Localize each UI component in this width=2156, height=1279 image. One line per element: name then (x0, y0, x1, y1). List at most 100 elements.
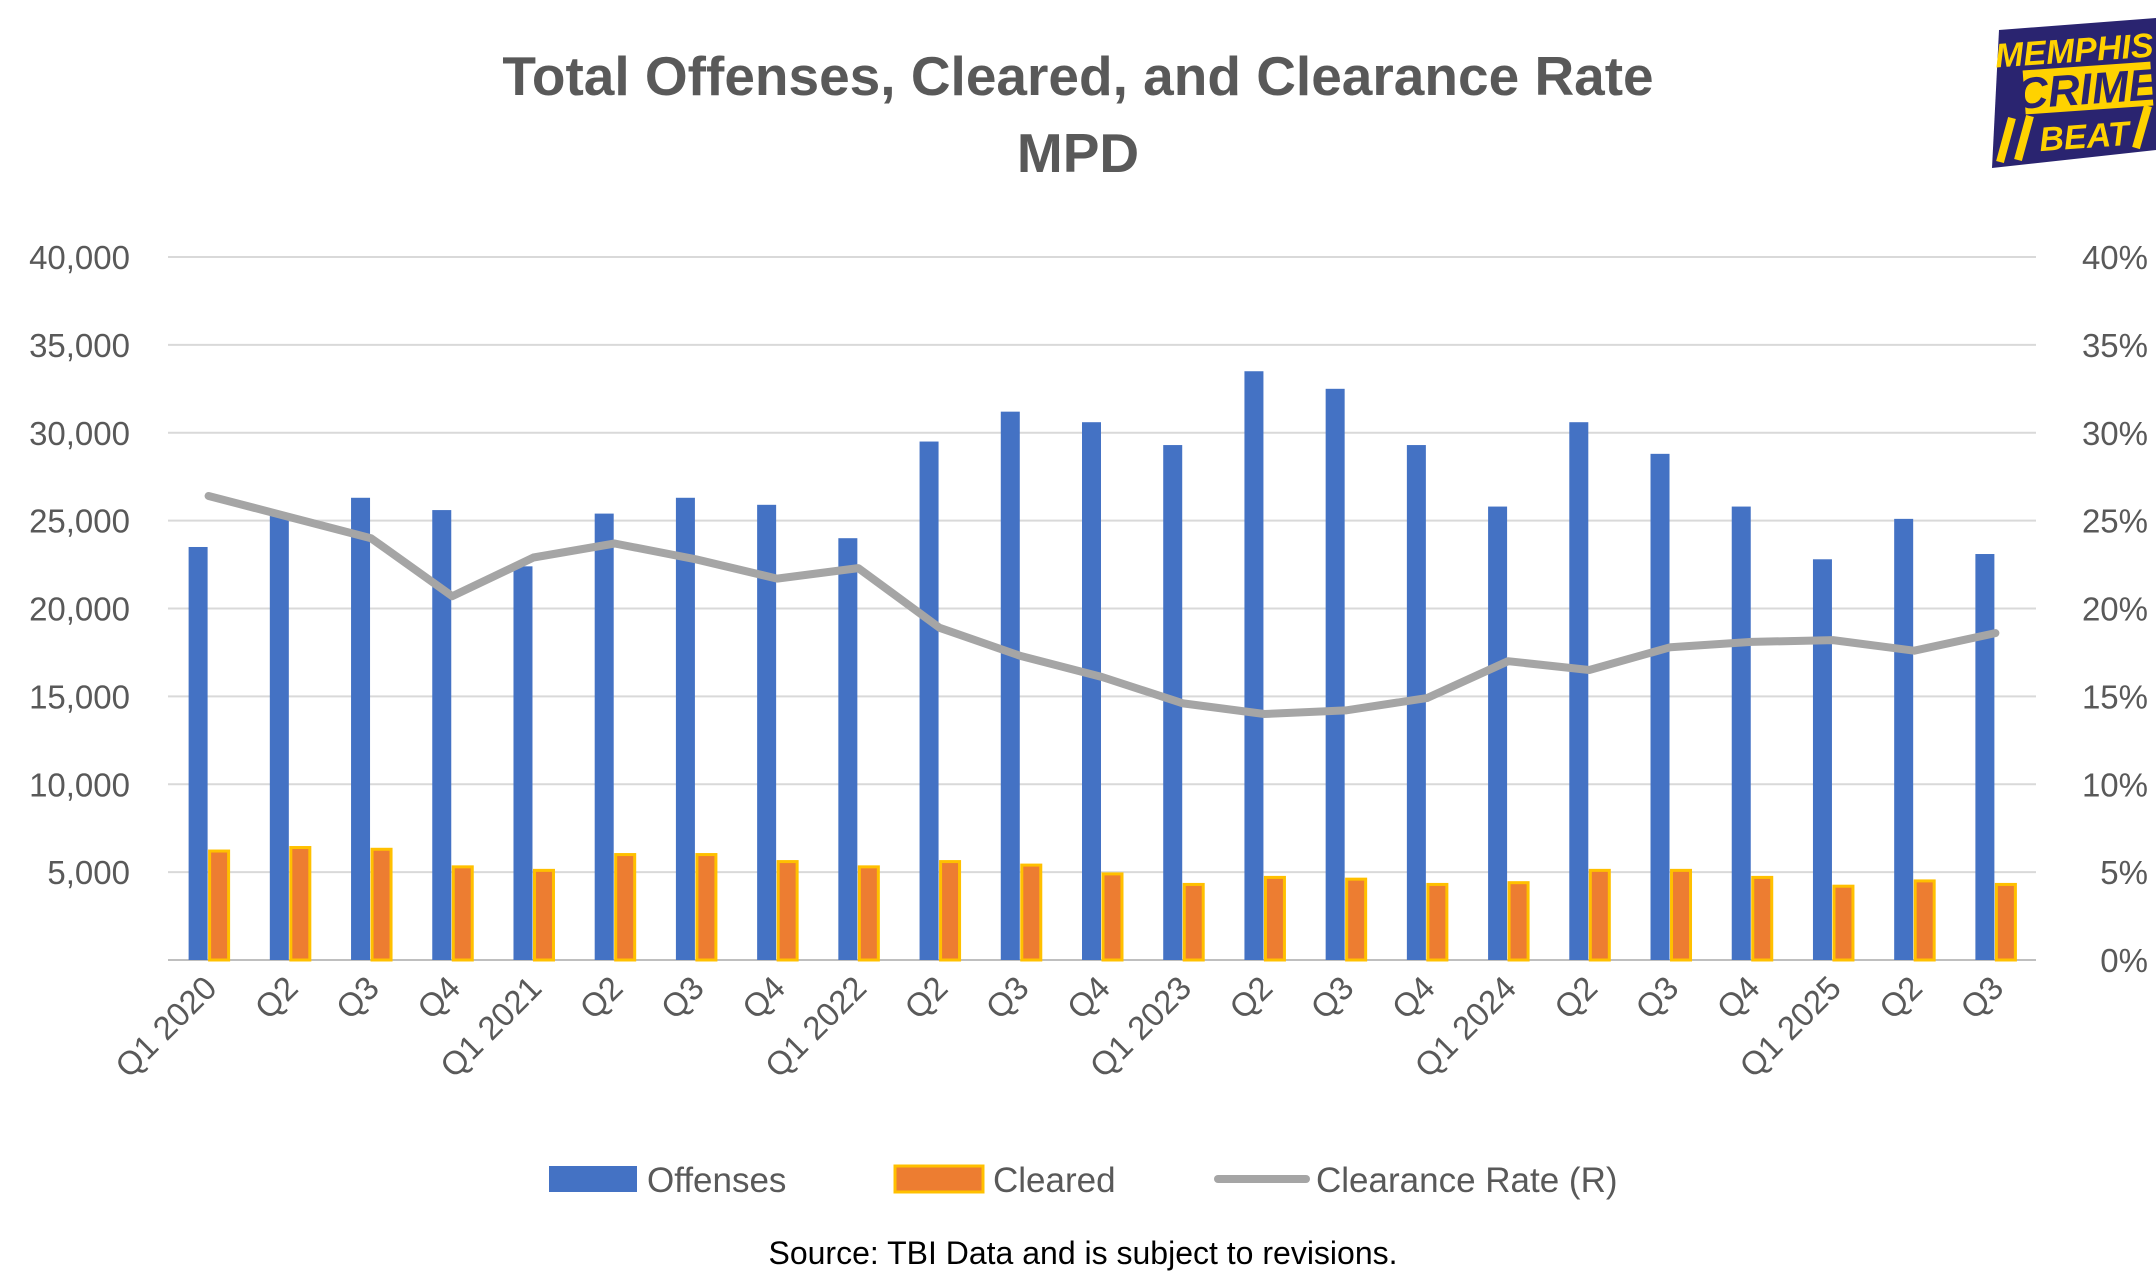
x-tick-label: Q2 (572, 969, 629, 1026)
y-tick-label-right: 35% (2082, 327, 2148, 364)
cleared-bar (614, 853, 637, 962)
x-tick-label: Q2 (1547, 969, 1604, 1026)
cleared-bar (857, 865, 880, 962)
y-tick-label-left: 40,000 (29, 239, 130, 276)
logo-stripe (2014, 114, 2034, 162)
x-tick-label: Q1 2020 (108, 969, 224, 1085)
cleared-bar (1426, 882, 1449, 962)
memphis-crime-beat-logo: MEMPHIS CRIME BEAT (1992, 18, 2156, 168)
legend-label-offenses: Offenses (647, 1161, 786, 1200)
y-tick-label-left: 25,000 (29, 503, 130, 540)
x-tick-label: Q4 (1385, 969, 1442, 1026)
x-tick-label: Q3 (1303, 969, 1360, 1026)
offenses-bar (351, 497, 371, 960)
offenses-bar (1894, 518, 1914, 960)
x-tick-label: Q4 (1709, 969, 1766, 1026)
x-tick-label: Q4 (735, 969, 792, 1026)
y-tick-label-left: 20,000 (29, 591, 130, 628)
x-tick-label: Q2 (1872, 969, 1929, 1026)
offenses-bar (1812, 559, 1832, 960)
y-tick-label-left: 15,000 (29, 678, 130, 715)
x-tick-label: Q2 (897, 969, 954, 1026)
y-tick-label-left: 10,000 (29, 766, 130, 803)
offenses-bar (513, 566, 533, 960)
legend-swatch-offenses (549, 1166, 637, 1192)
x-tick-label: Q3 (1628, 969, 1685, 1026)
cleared-bar (1263, 875, 1286, 962)
cleared-bar (1913, 879, 1936, 962)
logo-stripe (1996, 116, 2016, 164)
offenses-bar (757, 504, 777, 960)
cleared-bar (289, 846, 312, 962)
offenses-bar (1650, 453, 1670, 960)
offenses-bar (1975, 554, 1995, 960)
cleared-bar (1994, 882, 2017, 962)
cleared-bar (1588, 868, 1611, 962)
cleared-bar (451, 865, 474, 962)
cleared-bar (1507, 881, 1530, 962)
logo-stripe (2132, 104, 2152, 150)
y-tick-label-left: 30,000 (29, 415, 130, 452)
cleared-bar (776, 860, 799, 962)
y-tick-label-right: 30% (2082, 415, 2148, 452)
legend-label-cleared: Cleared (993, 1161, 1116, 1200)
legend-swatch-cleared (893, 1164, 985, 1194)
y-tick-label-right: 20% (2082, 591, 2148, 628)
y-tick-label-left: 35,000 (29, 327, 130, 364)
cleared-bar (1751, 875, 1774, 962)
x-tick-label: Q4 (1060, 969, 1117, 1026)
offenses-bar (1082, 422, 1101, 961)
legend: Offenses Cleared Clearance Rate (R) (549, 1161, 1618, 1200)
x-tick-label: Q2 (1222, 969, 1279, 1026)
legend-label-clearance-rate: Clearance Rate (R) (1316, 1161, 1618, 1200)
offenses-bar (594, 513, 614, 960)
x-tick-label: Q3 (1953, 969, 2010, 1026)
offenses-bar (675, 497, 695, 960)
offenses-bar (919, 441, 939, 961)
offenses-bar (432, 510, 452, 960)
chart-subtitle: MPD (1017, 122, 1139, 184)
chart-title: Total Offenses, Cleared, and Clearance R… (502, 45, 1653, 107)
cleared-bar (208, 849, 231, 962)
y-tick-label-right: 40% (2082, 239, 2148, 276)
logo-crime-box (2022, 61, 2154, 115)
y-tick-label-right: 25% (2082, 503, 2148, 540)
cleared-bar (532, 868, 555, 962)
y-tick-label-right: 5% (2100, 854, 2148, 891)
source-note: Source: TBI Data and is subject to revis… (768, 1235, 1397, 1271)
x-tick-label: Q4 (410, 969, 467, 1026)
gridlines (168, 256, 2036, 961)
cleared-bar (1101, 872, 1124, 962)
y-tick-label-right: 10% (2082, 766, 2148, 803)
y-tick-label-right: 15% (2082, 678, 2148, 715)
x-tick-label: Q3 (329, 969, 386, 1026)
offenses-bar (188, 546, 208, 960)
offenses-bar (1325, 388, 1345, 960)
clearance-rate-series-line (204, 492, 2000, 718)
offenses-bar (1569, 422, 1589, 961)
cleared-bar (1670, 868, 1693, 962)
logo-text-beat: BEAT (2038, 115, 2134, 159)
offenses-bar (1731, 506, 1751, 960)
offenses-bar (269, 513, 289, 960)
cleared-bar (695, 853, 718, 962)
logo-text-crime: CRIME (2015, 60, 2156, 119)
cleared-bar (1345, 877, 1368, 962)
offenses-bar (838, 538, 858, 960)
x-tick-label: Q3 (978, 969, 1035, 1026)
x-tick-label: Q3 (654, 969, 711, 1026)
y-tick-label-left: 5,000 (47, 854, 130, 891)
offenses-bar (1000, 411, 1020, 960)
cleared-bar (370, 847, 393, 962)
offenses-bar (1244, 371, 1264, 960)
offenses-bar (1488, 506, 1508, 960)
y-tick-label-right: 0% (2100, 942, 2148, 979)
y-axis-left: 40,000 35,000 30,000 25,000 20,000 15,000 10,0… (29, 239, 130, 891)
cleared-bar (1182, 882, 1205, 962)
y-axis-right: 40% 35% 30% 25% 20% 15% 10% 5% 0% (2082, 239, 2148, 979)
x-tick-label: Q2 (247, 969, 304, 1026)
cleared-bar (939, 860, 962, 962)
clearance-rate-line (204, 492, 2000, 718)
